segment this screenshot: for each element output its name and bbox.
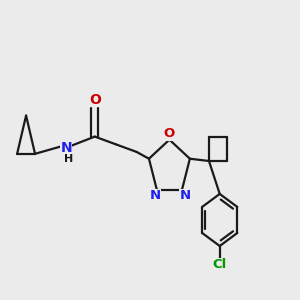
Text: H: H: [64, 154, 74, 164]
Text: N: N: [179, 189, 191, 202]
Text: O: O: [164, 128, 175, 140]
Text: N: N: [150, 189, 161, 202]
Text: Cl: Cl: [213, 258, 227, 271]
Text: O: O: [89, 93, 101, 107]
Text: N: N: [61, 141, 72, 155]
